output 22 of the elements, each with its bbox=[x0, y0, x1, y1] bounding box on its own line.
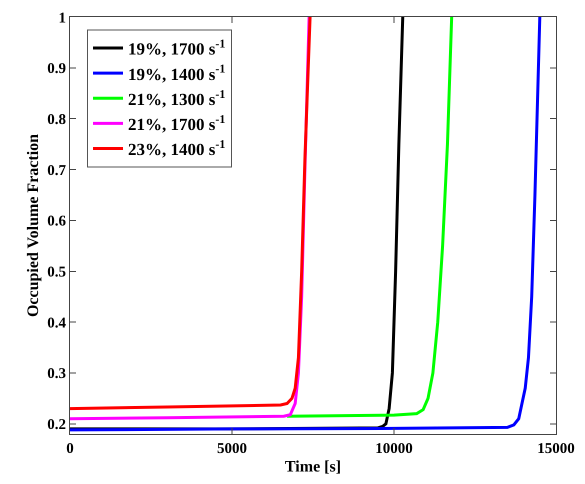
y-tick-label: 0.9 bbox=[47, 61, 66, 78]
y-tick-label: 0.7 bbox=[47, 162, 66, 179]
legend-label: 21%, 1300 s$^{-1}$ bbox=[128, 86, 226, 109]
y-tick-label: 1 bbox=[58, 10, 66, 26]
line-series bbox=[286, 17, 454, 418]
y-tick-label: 0.8 bbox=[47, 112, 66, 128]
legend-label: 23%, 1400 s$^{-1}$ bbox=[128, 136, 226, 160]
y-tick-label: 0.3 bbox=[47, 366, 66, 382]
legend-label: 19%, 1400 s$^{-1}$ bbox=[128, 62, 226, 84]
y-axis-title: Occupied Volume Fraction bbox=[25, 134, 42, 318]
x-axis-title: Time [s] bbox=[284, 458, 342, 476]
y-tick-label: 0.6 bbox=[47, 214, 66, 230]
y-tick-label: 0.2 bbox=[47, 417, 66, 434]
y-tick-label: 0.4 bbox=[47, 315, 66, 332]
x-tick-label: 5000 bbox=[217, 441, 247, 457]
line-series bbox=[70, 17, 542, 432]
y-tick-label: 0.5 bbox=[47, 264, 66, 281]
x-tick-label: 0 bbox=[66, 441, 74, 457]
x-tick-label: 15000 bbox=[537, 441, 575, 457]
legend-label: 19%, 1700 s$^{-1}$ bbox=[128, 36, 226, 59]
legend-label: 21%, 1700 s$^{-1}$ bbox=[128, 112, 226, 134]
x-tick-label: 10000 bbox=[375, 441, 413, 457]
